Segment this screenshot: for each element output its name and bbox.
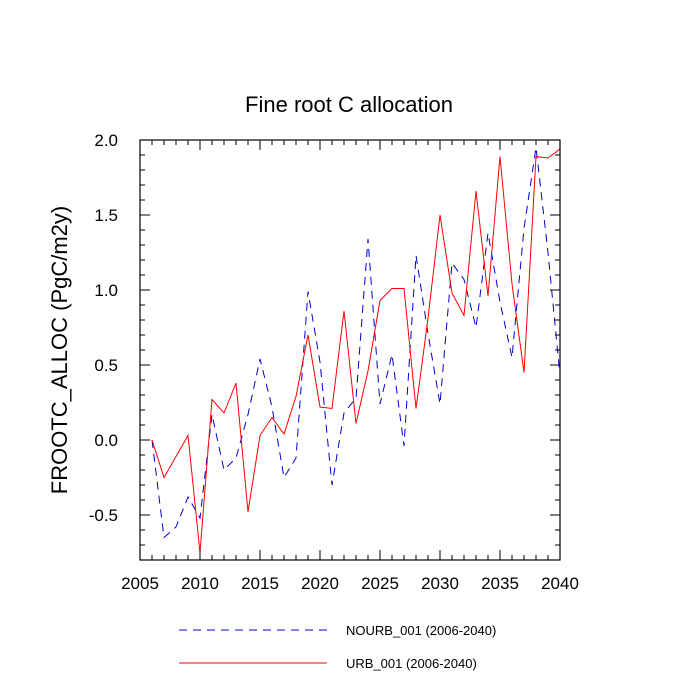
x-tick-label: 2010 bbox=[181, 574, 219, 593]
y-tick-label: 1.0 bbox=[94, 281, 118, 300]
plot-lines bbox=[151, 147, 561, 553]
series-line-2 bbox=[151, 148, 561, 553]
y-tick-labels: -0.5 0.0 0.5 1.0 1.5 2.0 bbox=[89, 131, 118, 525]
plot-frame bbox=[139, 139, 561, 561]
x-tick-label: 2025 bbox=[361, 574, 399, 593]
legend: NOURB_001 (2006-2040) URB_001 (2006-2040) bbox=[179, 623, 496, 671]
legend-label-1: NOURB_001 (2006-2040) bbox=[346, 623, 496, 638]
axis-ticks bbox=[139, 139, 561, 561]
series-line-1 bbox=[151, 147, 561, 539]
x-tick-label: 2020 bbox=[301, 574, 339, 593]
y-tick-label: -0.5 bbox=[89, 506, 118, 525]
x-tick-label: 2035 bbox=[481, 574, 519, 593]
x-tick-label: 2015 bbox=[241, 574, 279, 593]
y-tick-label: 2.0 bbox=[94, 131, 118, 150]
x-tick-label: 2030 bbox=[421, 574, 459, 593]
chart-title: Fine root C allocation bbox=[245, 92, 453, 117]
x-tick-label: 2040 bbox=[541, 574, 579, 593]
x-tick-label: 2005 bbox=[121, 574, 159, 593]
y-tick-label: 0.0 bbox=[94, 431, 118, 450]
legend-label-2: URB_001 (2006-2040) bbox=[346, 656, 477, 671]
y-tick-label: 1.5 bbox=[94, 206, 118, 225]
y-axis-label: FROOTC_ALLOC (PgC/m2y) bbox=[47, 206, 72, 495]
x-tick-labels: 2005 2010 2015 2020 2025 2030 2035 2040 bbox=[121, 574, 579, 593]
y-tick-label: 0.5 bbox=[94, 356, 118, 375]
